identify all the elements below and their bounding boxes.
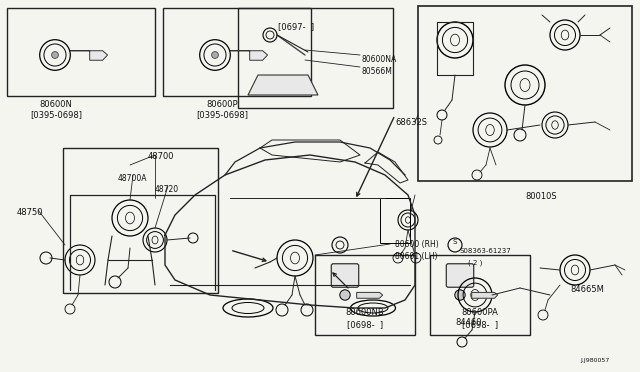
Polygon shape: [356, 292, 383, 298]
FancyBboxPatch shape: [446, 264, 474, 287]
Text: [0698-  ]: [0698- ]: [347, 320, 383, 329]
Text: 48700: 48700: [148, 152, 175, 161]
Text: ( 2 ): ( 2 ): [468, 260, 483, 266]
Text: [0395-0698]: [0395-0698]: [30, 110, 82, 119]
Text: J.J980057: J.J980057: [580, 358, 609, 363]
Bar: [418, 6, 632, 181]
Bar: [315, 255, 415, 335]
Text: 80600NB: 80600NB: [346, 308, 385, 317]
Text: [0698-  ]: [0698- ]: [462, 320, 498, 329]
Polygon shape: [230, 51, 268, 60]
Text: 80600N: 80600N: [40, 100, 72, 109]
Bar: [63, 148, 218, 293]
Bar: [238, 8, 393, 108]
Text: 80566M: 80566M: [362, 67, 393, 76]
Bar: [430, 255, 530, 335]
Bar: [163, 8, 311, 96]
Text: 48700A: 48700A: [118, 174, 147, 183]
Text: 48750: 48750: [17, 208, 44, 217]
Polygon shape: [70, 51, 108, 60]
Text: 80600PA: 80600PA: [461, 308, 499, 317]
Text: S08363-61237: S08363-61237: [460, 248, 512, 254]
Polygon shape: [472, 292, 498, 298]
Bar: [380, 198, 410, 243]
Text: 80601 (LH): 80601 (LH): [395, 252, 438, 261]
Text: [0395-0698]: [0395-0698]: [196, 110, 248, 119]
FancyBboxPatch shape: [332, 264, 358, 287]
Text: [0697-  ]: [0697- ]: [278, 22, 314, 31]
Circle shape: [340, 290, 350, 300]
Text: 80010S: 80010S: [525, 192, 557, 201]
Polygon shape: [248, 75, 318, 95]
Circle shape: [52, 52, 58, 58]
Text: 84460: 84460: [455, 318, 481, 327]
Text: 80600NA: 80600NA: [362, 55, 397, 64]
Text: 84665M: 84665M: [570, 285, 604, 294]
Circle shape: [455, 290, 465, 300]
Text: 68632S: 68632S: [395, 118, 427, 127]
Circle shape: [212, 52, 218, 58]
Text: S: S: [453, 239, 457, 245]
Bar: [7, 8, 155, 96]
Text: 80600 (RH): 80600 (RH): [395, 240, 439, 249]
Text: 80600P: 80600P: [206, 100, 238, 109]
Text: 48720: 48720: [155, 185, 179, 194]
